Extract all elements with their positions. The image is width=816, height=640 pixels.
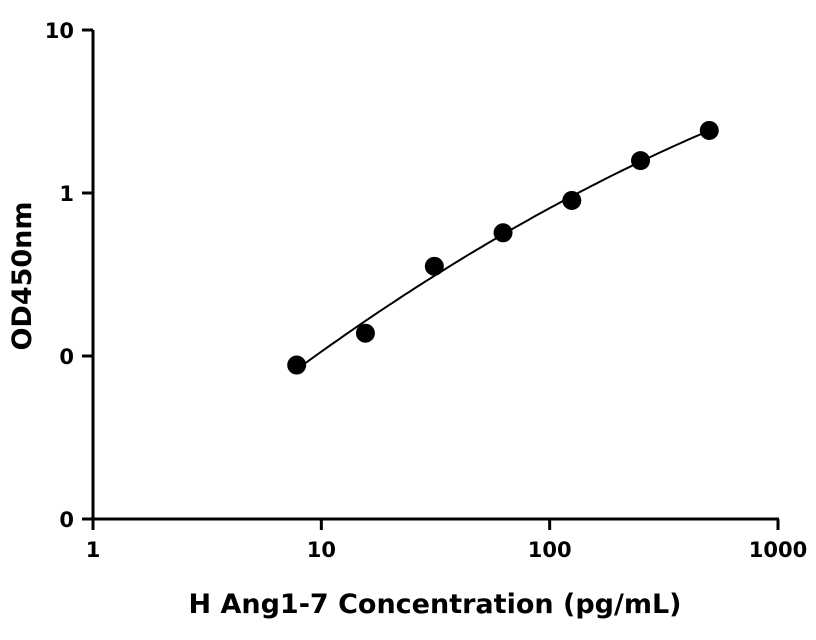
y-tick-label: 0 [59,508,74,532]
y-tick-label: 10 [45,19,74,43]
data-points [287,120,719,375]
data-point [493,223,513,243]
data-point [355,323,375,343]
ticks [82,28,780,530]
axes [91,30,779,521]
data-point [424,256,444,276]
x-axis-title: H Ang1-7 Concentration (pg/mL) [188,589,681,620]
data-point [287,355,307,375]
y-tick-label: 0 [59,345,74,369]
x-tick-label: 1000 [749,538,807,562]
data-point [631,151,651,171]
y-tick-label: 1 [59,182,74,206]
data-point [699,120,719,140]
data-point [562,190,582,210]
x-tick-label: 100 [528,538,572,562]
x-tick-label: 1 [86,538,101,562]
y-axis-title: OD450nm [7,201,38,350]
x-tick-label: 10 [307,538,336,562]
